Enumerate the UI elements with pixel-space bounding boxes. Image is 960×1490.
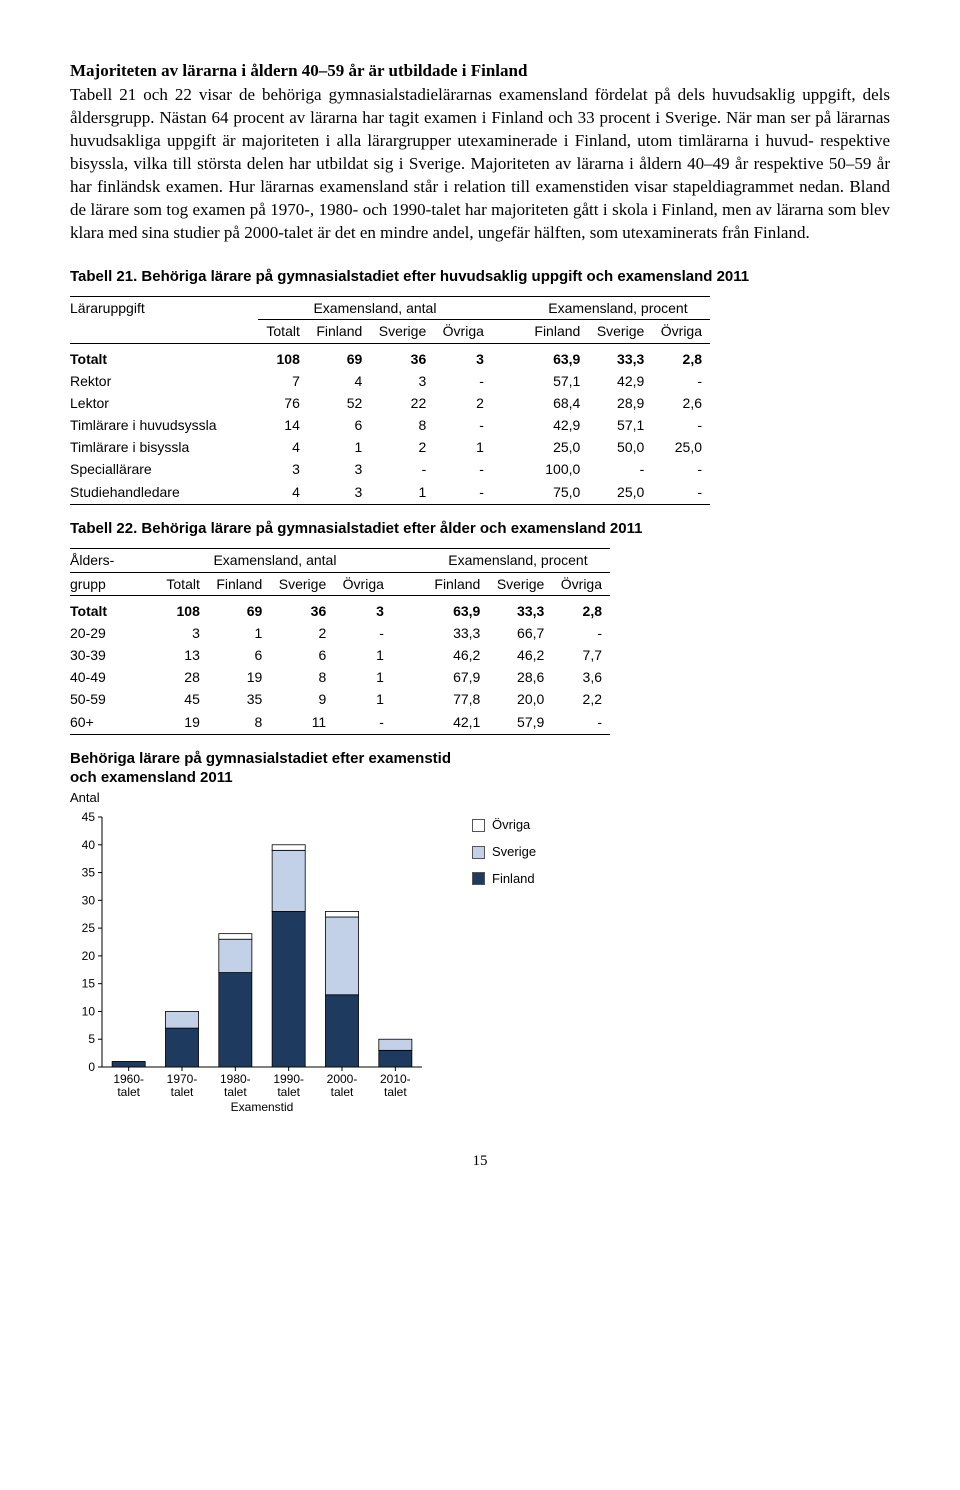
- chart-title: Behöriga lärare på gymnasialstadiet efte…: [70, 749, 470, 788]
- svg-text:2000-: 2000-: [327, 1072, 358, 1086]
- chart-y-label: Antal: [70, 790, 890, 807]
- svg-text:1980-: 1980-: [220, 1072, 251, 1086]
- svg-text:5: 5: [88, 1032, 95, 1046]
- svg-text:2010-: 2010-: [380, 1072, 411, 1086]
- svg-text:Examenstid: Examenstid: [231, 1100, 294, 1114]
- svg-text:35: 35: [82, 865, 96, 879]
- svg-text:40: 40: [82, 838, 96, 852]
- body-paragraph: Tabell 21 och 22 visar de behöriga gymna…: [70, 84, 890, 245]
- table21: LäraruppgiftExamensland, antalExamenslan…: [70, 296, 710, 505]
- svg-text:30: 30: [82, 893, 96, 907]
- svg-text:talet: talet: [384, 1085, 407, 1099]
- svg-text:1970-: 1970-: [167, 1072, 198, 1086]
- table21-title: Tabell 21. Behöriga lärare på gymnasials…: [70, 267, 890, 287]
- section-heading: Majoriteten av lärarna i åldern 40–59 år…: [70, 60, 890, 82]
- chart-section: Behöriga lärare på gymnasialstadiet efte…: [70, 749, 890, 1122]
- table22-title: Tabell 22. Behöriga lärare på gymnasials…: [70, 519, 890, 539]
- chart-legend: ÖvrigaSverigeFinland: [472, 817, 536, 898]
- svg-text:talet: talet: [171, 1085, 194, 1099]
- svg-text:1960-: 1960-: [113, 1072, 144, 1086]
- svg-text:10: 10: [82, 1004, 96, 1018]
- svg-text:1990-: 1990-: [273, 1072, 304, 1086]
- svg-text:talet: talet: [224, 1085, 247, 1099]
- table22: Ålders-Examensland, antalExamensland, pr…: [70, 548, 610, 735]
- svg-text:talet: talet: [277, 1085, 300, 1099]
- svg-text:talet: talet: [331, 1085, 354, 1099]
- svg-text:20: 20: [82, 949, 96, 963]
- svg-text:25: 25: [82, 921, 96, 935]
- svg-text:15: 15: [82, 976, 96, 990]
- page-number: 15: [70, 1152, 890, 1172]
- svg-text:talet: talet: [117, 1085, 140, 1099]
- stacked-bar-chart: 0510152025303540451960-talet1970-talet19…: [70, 811, 432, 1115]
- svg-text:0: 0: [88, 1060, 95, 1074]
- svg-text:45: 45: [82, 811, 96, 824]
